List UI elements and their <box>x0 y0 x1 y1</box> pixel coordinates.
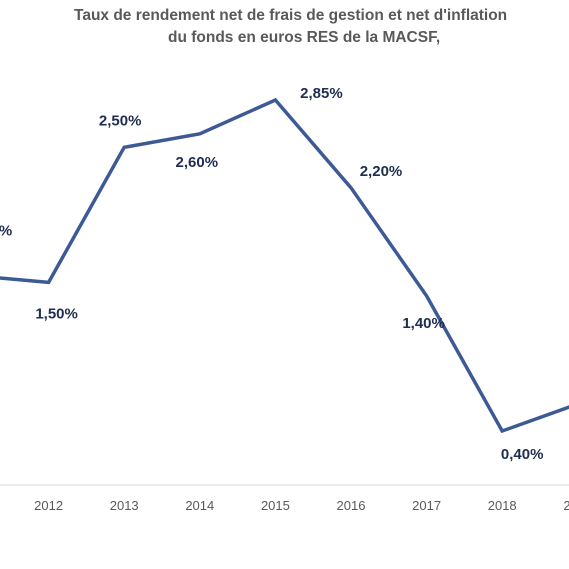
x-tick-label: 2018 <box>488 498 517 513</box>
data-point <box>122 145 126 149</box>
x-tick-label: 2014 <box>185 498 214 513</box>
data-label: 2,20% <box>360 163 403 180</box>
data-label: 2,60% <box>176 154 219 171</box>
data-label: 1,50% <box>35 305 78 322</box>
x-tick-label: 2013 <box>110 498 139 513</box>
data-point <box>349 186 353 190</box>
data-point <box>198 132 202 136</box>
x-tick-label: 2019 <box>563 498 569 513</box>
x-tick-label: 2017 <box>412 498 441 513</box>
data-label: 2,85% <box>300 85 343 102</box>
data-label: 1,40% <box>402 315 445 332</box>
data-point <box>500 429 504 433</box>
data-point <box>47 280 51 284</box>
data-label: 0,40% <box>501 446 544 463</box>
data-point <box>425 294 429 298</box>
chart-title-line-2: du fonds en euros RES de la MACSF, <box>168 29 441 46</box>
chart-title-line-1: Taux de rendement net de frais de gestio… <box>74 7 508 24</box>
data-label: 2,50% <box>99 112 142 129</box>
x-tick-label: 2012 <box>34 498 63 513</box>
x-tick-label: 2015 <box>261 498 290 513</box>
x-tick-label: 2016 <box>337 498 366 513</box>
series-line <box>0 97 569 434</box>
data-point <box>273 98 277 102</box>
data-label: 1,55% <box>0 223 12 240</box>
